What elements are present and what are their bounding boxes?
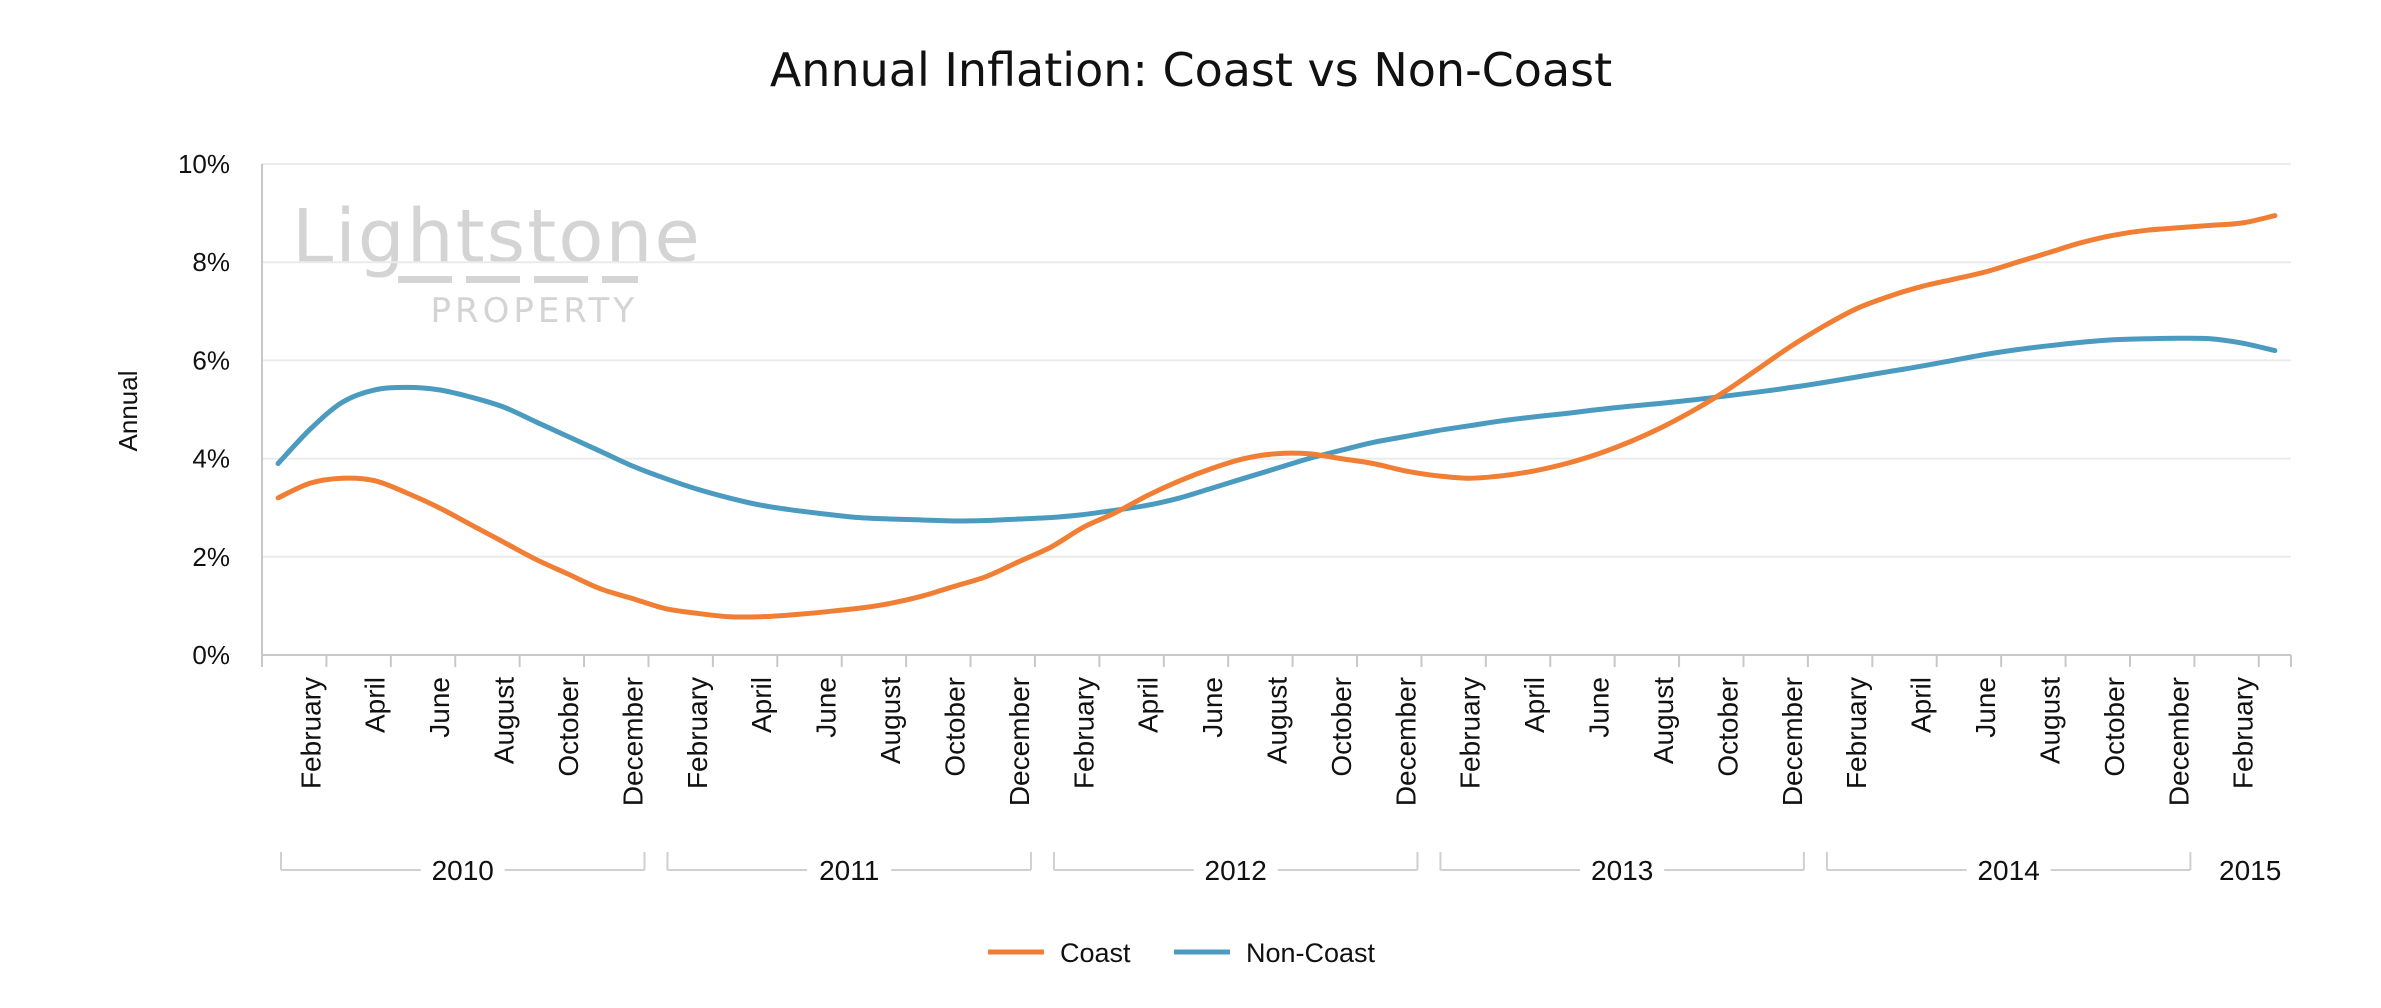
- year-label-bg: [1966, 850, 2051, 876]
- year-label: 2011: [819, 855, 879, 886]
- x-tick-label: February: [2228, 677, 2259, 789]
- watermark-bar: [534, 276, 588, 283]
- x-tick-label: December: [1390, 677, 1421, 806]
- legend-label-coast: Coast: [1060, 938, 1131, 968]
- year-label-bg: [1580, 850, 1665, 876]
- watermark-bar: [466, 276, 520, 283]
- year-label-bg: [1193, 850, 1278, 876]
- x-tick-label: August: [1262, 677, 1293, 764]
- watermark-bar: [602, 276, 638, 283]
- x-tick-label: August: [1648, 677, 1679, 764]
- x-tick-label: June: [811, 677, 842, 738]
- x-tick-label: December: [1777, 677, 1808, 806]
- year-label-bg: [2208, 850, 2293, 876]
- x-tick-label: June: [1584, 677, 1615, 738]
- x-tick-label: December: [2163, 677, 2194, 806]
- y-tick-label: 2%: [192, 542, 230, 572]
- x-tick-label: October: [2099, 677, 2130, 777]
- watermark-line2: PROPERTY: [430, 291, 638, 331]
- y-tick-label: 0%: [192, 640, 230, 670]
- year-label-bg: [420, 850, 505, 876]
- year-label: 2010: [432, 855, 494, 886]
- year-label: 2014: [1977, 855, 2039, 886]
- watermark-logo: Lightstone PROPERTY: [292, 194, 702, 331]
- y-tick-labels: 0% 2% 4% 6% 8% 10%: [178, 149, 230, 670]
- x-tick-label: February: [1841, 677, 1872, 789]
- x-tick-label: February: [1068, 677, 1099, 789]
- x-tick-label: April: [1519, 677, 1550, 733]
- series-line-non-coast: [275, 335, 2278, 524]
- year-label: 2013: [1591, 855, 1653, 886]
- x-tick-label: February: [682, 677, 713, 789]
- legend-label-non-coast: Non-Coast: [1246, 938, 1376, 968]
- x-tick-label: August: [875, 677, 906, 764]
- x-tick-label: October: [553, 677, 584, 777]
- series-line-coast: [275, 213, 2278, 620]
- legend: Coast Non-Coast: [988, 938, 1376, 968]
- x-tick-label: April: [1906, 677, 1937, 733]
- y-tick-label: 4%: [192, 444, 230, 474]
- y-tick-label: 6%: [192, 345, 230, 375]
- year-label: 2012: [1205, 855, 1267, 886]
- watermark-line1: Lightstone: [292, 194, 702, 280]
- series-lines: [275, 213, 2278, 620]
- chart-title: Annual Inflation: Coast vs Non-Coast: [770, 43, 1612, 97]
- x-tick-label: June: [424, 677, 455, 738]
- x-tick-label: October: [1326, 677, 1357, 777]
- x-axis: February April June August October December Fe…: [261, 164, 2292, 806]
- x-tick-label: June: [1197, 677, 1228, 738]
- year-label: 2015: [2219, 855, 2281, 886]
- x-tick-label: April: [1133, 677, 1164, 733]
- x-tick-label: December: [1004, 677, 1035, 806]
- year-label-bg: [807, 850, 892, 876]
- x-tick-label: June: [1970, 677, 2001, 738]
- x-tick-label: April: [360, 677, 391, 733]
- x-tick-label: August: [2034, 677, 2065, 764]
- y-tick-label: 8%: [192, 247, 230, 277]
- x-tick-label: August: [489, 677, 520, 764]
- x-tick-label: February: [295, 677, 326, 789]
- x-tick-label: October: [939, 677, 970, 777]
- x-tick-label: April: [746, 677, 777, 733]
- x-tick-label: October: [1712, 677, 1743, 777]
- y-tick-label: 10%: [178, 149, 230, 179]
- watermark-bar: [398, 276, 452, 283]
- x-tick-label: December: [617, 677, 648, 806]
- y-axis-label: Annual: [113, 371, 143, 452]
- year-groups: 2010 2011 2012 2013 2014 2015: [280, 850, 2293, 886]
- x-tick-label: February: [1455, 677, 1486, 789]
